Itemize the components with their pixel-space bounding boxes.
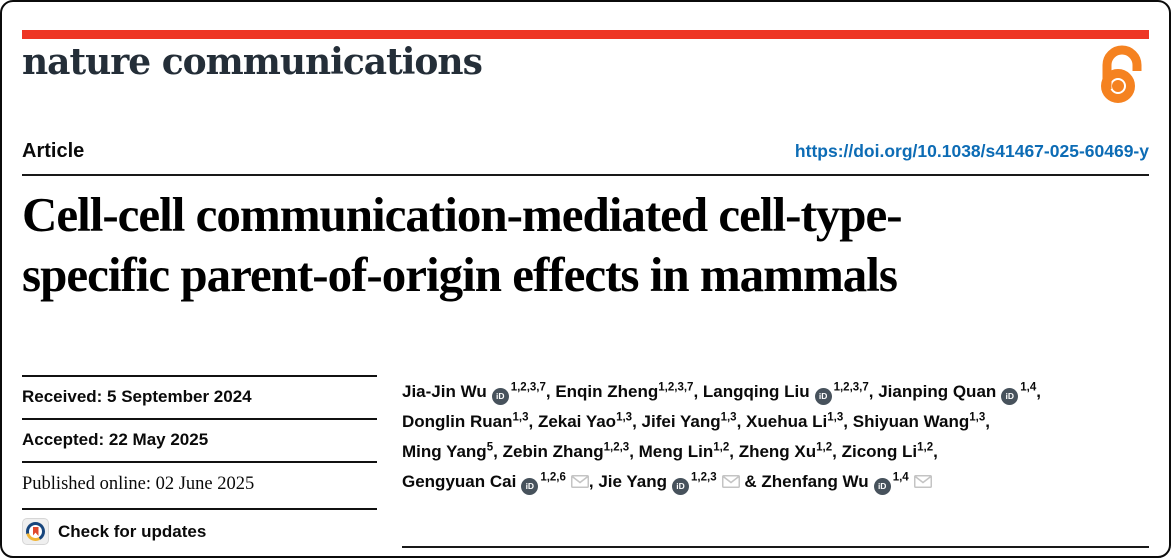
article-title-line2: specific parent-of-origin effects in mam… xyxy=(22,247,898,302)
orcid-icon[interactable]: iD xyxy=(1001,387,1019,405)
author-name: Ming Yang xyxy=(402,442,487,461)
affiliation-superscript: 1,2 xyxy=(713,441,730,454)
orcid-icon[interactable]: iD xyxy=(873,477,891,495)
masthead-accent-bar xyxy=(22,30,1149,39)
author-name: Xuehua Li xyxy=(746,412,828,431)
author-separator: , xyxy=(493,442,503,461)
author-name: Jie Yang xyxy=(598,472,668,491)
affiliation-superscript: 1,3 xyxy=(512,411,529,424)
author-list: Jia-Jin Wu iD1,2,3,7, Enqin Zheng1,2,3,7,… xyxy=(402,375,1149,497)
affiliation-superscript: 1,3 xyxy=(969,411,986,424)
author-line: Gengyuan Cai iD1,2,6, Jie Yang iD1,2,3 & Z… xyxy=(402,467,1149,497)
orcid-icon[interactable]: iD xyxy=(521,477,539,495)
author-separator: , xyxy=(588,472,599,491)
author-name: Jifei Yang xyxy=(641,412,721,431)
author-name: Langqing Liu xyxy=(702,382,810,401)
author-separator: , xyxy=(868,382,879,401)
affiliation-superscript: 1,2 xyxy=(917,441,934,454)
author-name: Enqin Zheng xyxy=(555,382,659,401)
author-name: Meng Lin xyxy=(638,442,714,461)
check-for-updates-button[interactable]: Check for updates xyxy=(22,508,377,545)
authors-bottom-rule xyxy=(402,546,1149,548)
orcid-icon[interactable]: iD xyxy=(672,477,690,495)
author-name: Zhenfang Wu xyxy=(761,472,869,491)
author-line: Jia-Jin Wu iD1,2,3,7, Enqin Zheng1,2,3,7,… xyxy=(402,377,1149,407)
published-date: Published online: 02 June 2025 xyxy=(22,461,377,508)
author-separator: , xyxy=(693,382,703,401)
affiliation-superscript: 5 xyxy=(486,441,494,454)
accepted-date: Accepted: 22 May 2025 xyxy=(22,418,377,461)
author-name: Zicong Li xyxy=(841,442,918,461)
affiliation-superscript: 1,2,3 xyxy=(691,471,717,484)
author-separator: , xyxy=(1036,382,1042,401)
email-icon[interactable] xyxy=(913,475,932,488)
author-separator: , xyxy=(629,442,639,461)
affiliation-superscript: 1,2,6 xyxy=(540,471,566,484)
author-separator: , xyxy=(736,412,747,431)
affiliation-superscript: 1,2,3,7 xyxy=(510,381,546,394)
affiliation-superscript: 1,3 xyxy=(616,411,633,424)
author-separator: , xyxy=(729,442,739,461)
article-title-line1: Cell-cell communication-mediated cell-ty… xyxy=(22,187,903,242)
author-separator: , xyxy=(843,412,853,431)
author-separator: , xyxy=(632,412,642,431)
authors-column: Jia-Jin Wu iD1,2,3,7, Enqin Zheng1,2,3,7,… xyxy=(402,375,1149,545)
author-name: Donglin Ruan xyxy=(402,412,513,431)
journal-masthead: nature communications xyxy=(22,30,1149,103)
affiliation-superscript: 1,4 xyxy=(1020,381,1037,394)
author-line: Donglin Ruan1,3, Zekai Yao1,3, Jifei Yan… xyxy=(402,407,1149,437)
email-icon[interactable] xyxy=(570,475,589,488)
open-access-icon xyxy=(1101,45,1142,103)
author-line: Ming Yang5, Zebin Zhang1,2,3, Meng Lin1,… xyxy=(402,437,1149,467)
author-name: Gengyuan Cai xyxy=(402,472,517,491)
journal-logo: nature communications xyxy=(22,41,483,83)
metadata-author-columns: Received: 5 September 2024 Accepted: 22 … xyxy=(22,375,1149,545)
article-header-row: Article https://doi.org/10.1038/s41467-0… xyxy=(22,140,1149,176)
author-separator: & xyxy=(739,472,762,491)
orcid-icon[interactable]: iD xyxy=(491,387,509,405)
received-date: Received: 5 September 2024 xyxy=(22,375,377,418)
check-for-updates-label: Check for updates xyxy=(58,521,207,541)
affiliation-superscript: 1,2,3 xyxy=(603,441,630,454)
author-separator: , xyxy=(528,412,538,431)
article-type-label: Article xyxy=(22,140,85,162)
crossmark-icon xyxy=(22,518,49,545)
author-separator: , xyxy=(545,382,556,401)
author-name: Zebin Zhang xyxy=(502,442,604,461)
doi-link[interactable]: https://doi.org/10.1038/s41467-025-60469… xyxy=(794,141,1149,161)
author-name: Jia-Jin Wu xyxy=(402,382,487,401)
affiliation-superscript: 1,3 xyxy=(720,411,737,424)
affiliation-superscript: 1,4 xyxy=(892,471,909,484)
author-name: Jianping Quan xyxy=(878,382,997,401)
author-name: Zheng Xu xyxy=(738,442,817,461)
article-title: Cell-cell communication-mediated cell-ty… xyxy=(22,185,1149,305)
affiliation-superscript: 1,2,3,7 xyxy=(658,381,694,394)
orcid-icon[interactable]: iD xyxy=(814,387,832,405)
email-icon[interactable] xyxy=(721,475,740,488)
author-separator: , xyxy=(832,442,842,461)
affiliation-superscript: 1,3 xyxy=(827,411,844,424)
affiliation-superscript: 1,2 xyxy=(816,441,833,454)
author-name: Zekai Yao xyxy=(537,412,617,431)
author-name: Shiyuan Wang xyxy=(852,412,970,431)
author-separator: , xyxy=(933,442,938,461)
author-separator: , xyxy=(985,412,990,431)
dates-column: Received: 5 September 2024 Accepted: 22 … xyxy=(22,375,377,545)
affiliation-superscript: 1,2,3,7 xyxy=(833,381,869,394)
